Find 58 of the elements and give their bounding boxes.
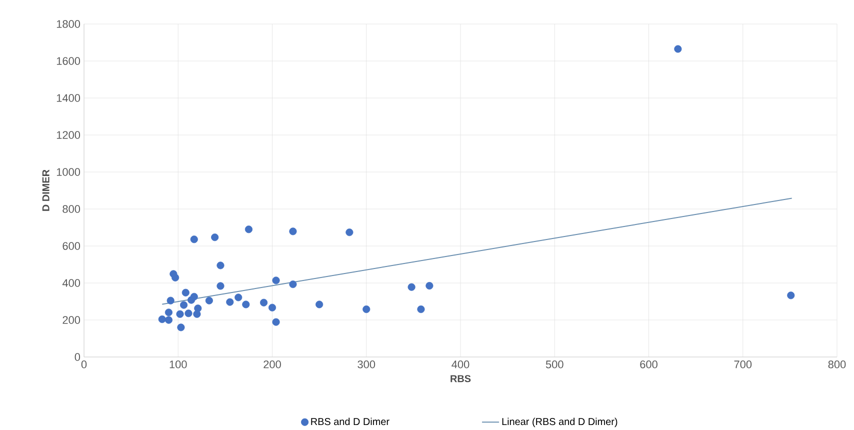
point: [216, 261, 224, 269]
y-tick-label: 600: [62, 242, 80, 250]
point: [194, 304, 202, 312]
point: [172, 274, 180, 282]
point: [184, 309, 192, 317]
y-tick-label: 1000: [56, 168, 80, 176]
point: [242, 300, 250, 308]
x-tick-label: 400: [452, 360, 470, 368]
y-tick-label: 1200: [56, 130, 80, 139]
x-tick-label: 700: [734, 360, 752, 368]
y-tick-label: 1800: [56, 20, 80, 28]
x-tick-label: 600: [640, 360, 658, 368]
point: [164, 308, 173, 316]
point: [244, 225, 253, 233]
point: [166, 296, 174, 304]
y-axis-title: D DIMER: [42, 169, 50, 211]
point: [205, 296, 213, 304]
point: [158, 315, 166, 323]
legend-label: RBS and D Dimer: [311, 418, 390, 425]
y-tick-label: 0: [74, 352, 80, 361]
point: [408, 283, 416, 291]
point: [216, 282, 224, 290]
point: [260, 298, 268, 306]
point: [362, 305, 370, 313]
x-tick-label: 800: [828, 360, 846, 368]
point: [316, 300, 324, 308]
point: [787, 291, 795, 299]
y-tick-label: 1600: [56, 56, 80, 65]
point: [180, 300, 188, 309]
point: [268, 304, 276, 312]
point: [426, 282, 434, 290]
point: [164, 316, 173, 324]
point: [346, 228, 354, 236]
point: [272, 318, 280, 326]
point: [190, 235, 198, 243]
x-tick-label: 300: [358, 360, 376, 368]
point: [674, 44, 682, 53]
y-tick-label: 400: [62, 278, 80, 287]
point: [289, 227, 297, 235]
point: [234, 293, 242, 301]
point: [226, 298, 234, 306]
point: [211, 233, 219, 241]
y-tick-label: 200: [62, 316, 80, 324]
x-tick-label: 200: [264, 360, 281, 368]
x-tick-label: 500: [546, 360, 564, 368]
legend-label: Linear (RBS and D Dimer): [502, 418, 618, 427]
point: [182, 288, 190, 296]
point: [190, 292, 198, 300]
point: [177, 323, 185, 331]
point: [417, 305, 425, 313]
x-tick-label: 0: [81, 360, 87, 368]
point: [272, 276, 280, 284]
x-tick-label: 100: [170, 360, 187, 368]
y-tick-label: 800: [62, 204, 80, 213]
y-tick-label: 1400: [56, 94, 80, 102]
x-axis-title: RBS: [450, 374, 471, 382]
point: [289, 280, 297, 288]
point: [176, 310, 184, 318]
